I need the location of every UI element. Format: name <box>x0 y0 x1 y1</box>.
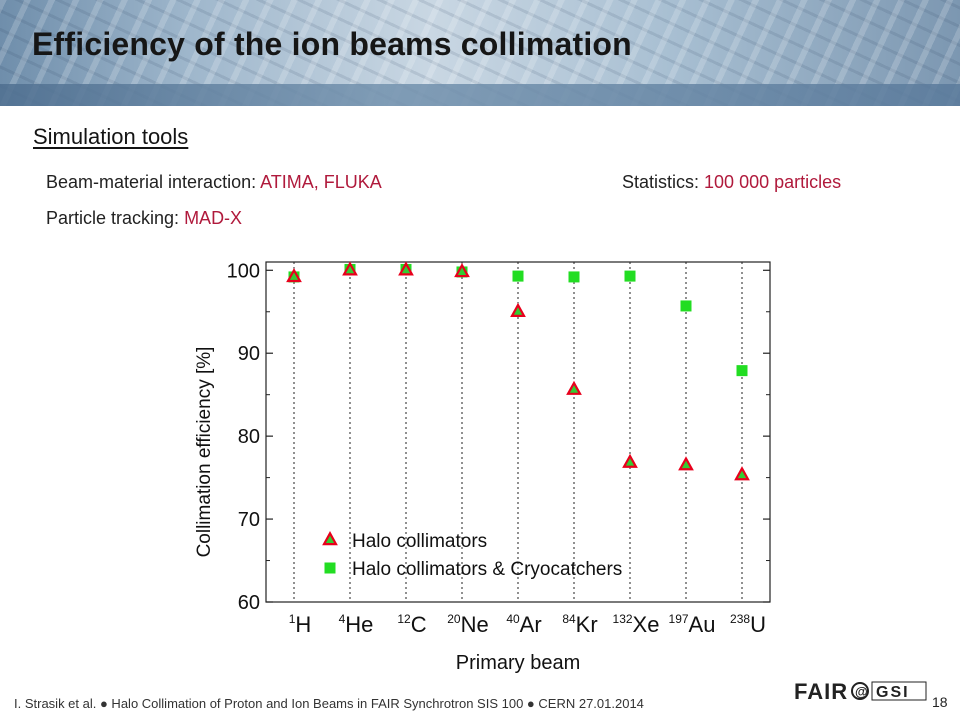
beam-material-line: Beam-material interaction: ATIMA, FLUKA <box>46 172 382 193</box>
point-cryo-u <box>736 365 748 377</box>
x-tick-label-xe: 132Xe <box>613 612 660 637</box>
point-halo-au <box>678 456 694 471</box>
x-tick-label-u: 238U <box>730 612 766 637</box>
y-axis-label: Collimation efficiency [%] <box>194 347 215 558</box>
legend-marker-cryo <box>324 562 336 574</box>
legend-label-halo: Halo collimators <box>352 531 487 552</box>
section-heading: Simulation tools <box>33 124 189 149</box>
point-cryo-ar <box>512 270 524 282</box>
efficiency-chart: 60 70 80 90 100 1H 4He 12C 20Ne 40Ar 84Kr 132Xe 197A… <box>194 260 771 674</box>
y-tick-label: 80 <box>238 426 260 448</box>
x-tick-label-au: 197Au <box>669 612 716 637</box>
y-tick-label: 60 <box>238 592 260 614</box>
point-cryo-xe <box>624 270 636 282</box>
y-tick-label: 70 <box>238 509 260 531</box>
svg-text:@: @ <box>855 684 868 699</box>
slide-title: Efficiency of the ion beams collimation <box>32 26 632 62</box>
point-halo-kr <box>566 380 582 395</box>
beam-material-value: ATIMA, FLUKA <box>260 172 382 192</box>
page-number: 18 <box>932 694 948 710</box>
point-halo-xe <box>622 453 638 468</box>
tracking-line: Particle tracking: MAD-X <box>46 208 242 229</box>
point-halo-c <box>398 261 414 276</box>
x-tick-label-ar: 40Ar <box>506 612 541 637</box>
legend-label-cryo: Halo collimators & Cryocatchers <box>352 559 622 580</box>
tracking-label: Particle tracking: <box>46 208 185 228</box>
svg-text:FAIR: FAIR <box>794 679 848 704</box>
x-tick-label-he: 4He <box>339 612 374 637</box>
statistics-line: Statistics: 100 000 particles <box>622 172 841 193</box>
y-tick-label: 100 <box>227 260 260 282</box>
x-tick-label-h: 1H <box>289 612 312 637</box>
footer-text: I. Strasik et al. ● Halo Collimation of … <box>14 696 644 711</box>
x-tick-label-ne: 20Ne <box>447 612 488 637</box>
banner-bar <box>0 84 960 106</box>
point-cryo-kr <box>568 271 580 283</box>
legend-marker-halo <box>322 531 338 546</box>
header-banner <box>0 0 960 106</box>
point-halo-ne <box>454 262 470 278</box>
point-halo-he <box>342 261 358 276</box>
point-halo-ar <box>510 302 526 317</box>
x-axis-label: Primary beam <box>456 652 580 674</box>
beam-material-label: Beam-material interaction: <box>46 172 261 192</box>
tracking-value: MAD-X <box>184 208 243 228</box>
statistics-value: 100 000 particles <box>704 172 842 192</box>
svg-text:GSI: GSI <box>876 684 910 701</box>
point-halo-h <box>286 267 302 283</box>
statistics-label: Statistics: <box>622 172 705 192</box>
point-cryo-au <box>680 300 692 312</box>
fair-gsi-logo: FAIR @ GSI <box>794 679 927 704</box>
x-tick-label-c: 12C <box>397 612 426 637</box>
y-tick-label: 90 <box>238 343 260 365</box>
x-tick-label-kr: 84Kr <box>562 612 597 637</box>
point-halo-u <box>734 466 750 481</box>
